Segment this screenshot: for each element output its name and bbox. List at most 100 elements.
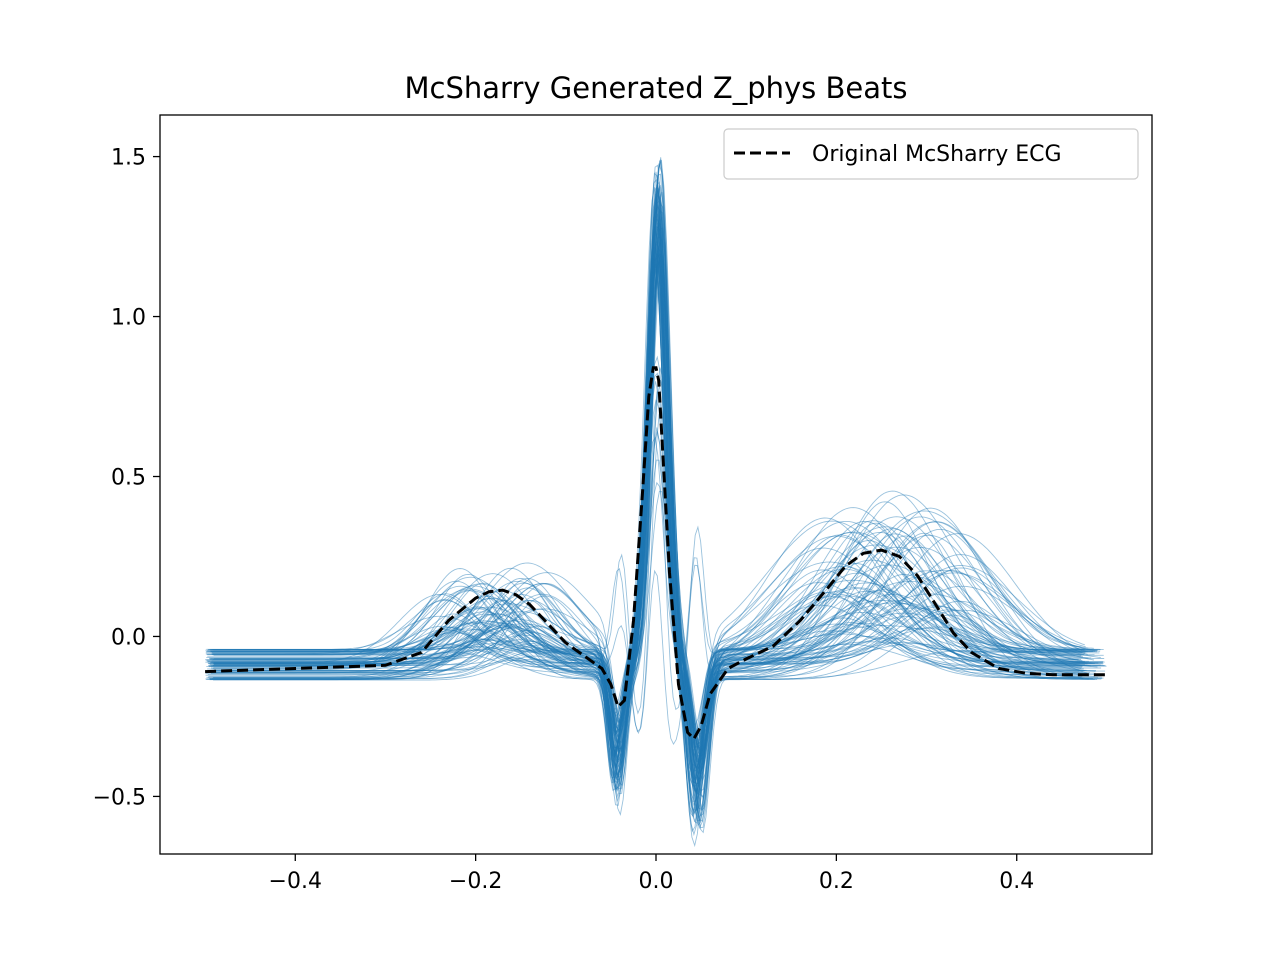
generated-beat-line — [212, 178, 1098, 822]
generated-beat-line — [213, 187, 1082, 777]
generated-beat-line — [207, 228, 1098, 800]
generated-beats — [205, 157, 1107, 848]
y-tick-label: 1.0 — [111, 306, 146, 331]
generated-beat-line — [214, 436, 1105, 757]
generated-beat-line — [210, 427, 1098, 715]
x-tick-label: −0.4 — [269, 869, 322, 894]
generated-beat-line — [207, 258, 1101, 769]
original-ecg-line — [205, 366, 1107, 742]
generated-beat-line — [205, 206, 1093, 769]
generated-beat-line — [213, 184, 1085, 783]
generated-beat-line — [208, 233, 1104, 755]
generated-beat-line — [207, 247, 1098, 792]
generated-beat-line — [212, 196, 1095, 796]
chart-title: McSharry Generated Z_phys Beats — [405, 71, 908, 105]
generated-beat-line — [212, 253, 1106, 778]
generated-beat-line — [209, 262, 1082, 770]
generated-beat-line — [214, 173, 1088, 812]
generated-beat-line — [205, 227, 1088, 749]
generated-beat-line — [206, 237, 1094, 816]
generated-beat-line — [212, 171, 1106, 837]
generated-beat-line — [211, 157, 1086, 803]
generated-beat-line — [206, 207, 1078, 781]
generated-beat-line — [211, 213, 1107, 776]
generated-beat-line — [209, 163, 1098, 792]
generated-beat-line — [209, 220, 1092, 772]
y-tick-label: 1.5 — [111, 146, 146, 171]
y-tick-label: 0.5 — [111, 466, 146, 491]
generated-beat-line — [211, 243, 1105, 770]
generated-beat-line — [213, 391, 1104, 834]
original-ecg — [205, 366, 1107, 742]
generated-beat-line — [208, 190, 1096, 788]
generated-beat-line — [210, 252, 1082, 782]
generated-beat-line — [214, 164, 1083, 763]
generated-beat-line — [210, 181, 1095, 824]
generated-beat-line — [210, 236, 1082, 751]
generated-beat-line — [207, 216, 1095, 779]
legend: Original McSharry ECG — [723, 128, 1139, 180]
legend-box — [723, 128, 1139, 180]
generated-beat-line — [211, 193, 1086, 810]
generated-beat-line — [212, 260, 1084, 772]
generated-beat-line — [212, 195, 1100, 820]
generated-beat-line — [207, 218, 1104, 794]
generated-beat-line — [206, 187, 1089, 779]
generated-beat-line — [205, 201, 1093, 754]
generated-beat-line — [210, 198, 1091, 815]
x-tick-label: −0.2 — [449, 869, 502, 894]
generated-beat-line — [208, 187, 1085, 781]
generated-beat-line — [210, 225, 1101, 788]
generated-beat-line — [205, 241, 1088, 786]
generated-beat-line — [210, 204, 1080, 833]
generated-beat-line — [207, 260, 1093, 772]
legend-label-original: Original McSharry ECG — [812, 142, 1062, 167]
generated-beat-line — [213, 193, 1085, 800]
generated-beat-line — [208, 236, 1104, 741]
generated-beat-line — [205, 260, 1101, 823]
y-axis: −0.5 0.0 0.5 1.0 1.5 — [93, 146, 160, 810]
generated-beat-line — [205, 257, 1102, 775]
x-tick-label: 0.2 — [819, 869, 854, 894]
generated-beat-line — [205, 253, 1086, 792]
generated-beat-line — [212, 208, 1095, 796]
generated-beat-line — [209, 240, 1103, 766]
generated-beat-line — [206, 381, 1102, 793]
generated-beat-line — [208, 172, 1082, 829]
generated-beat-line — [208, 268, 1091, 749]
generated-beat-line — [211, 222, 1085, 791]
generated-beat-line — [213, 431, 1088, 823]
generated-beat-line — [213, 525, 1083, 746]
plot-frame — [159, 114, 1153, 855]
generated-beat-line — [210, 218, 1103, 781]
generated-beat-line — [211, 372, 1096, 784]
generated-beat-line — [207, 257, 1084, 814]
generated-beat-line — [211, 209, 1085, 726]
generated-beat-line — [211, 244, 1086, 779]
x-axis: −0.4 −0.2 0.0 0.2 0.4 — [269, 854, 1034, 894]
generated-beat-line — [207, 459, 1082, 745]
y-tick-label: −0.5 — [93, 785, 146, 810]
generated-beat-line — [209, 399, 1084, 807]
generated-beat-line — [211, 215, 1084, 817]
generated-beat-line — [208, 226, 1083, 789]
generated-beat-line — [211, 226, 1093, 758]
generated-beat-line — [213, 180, 1104, 777]
generated-beat-line — [205, 379, 1083, 753]
generated-beat-line — [209, 267, 1098, 778]
generated-beat-line — [206, 253, 1091, 811]
generated-beat-line — [206, 191, 1083, 803]
generated-beat-line — [207, 160, 1104, 796]
generated-beat-line — [210, 367, 1096, 757]
generated-beat-line — [207, 191, 1082, 779]
generated-beat-line — [206, 256, 1097, 785]
generated-beat-line — [209, 258, 1103, 818]
generated-beat-line — [212, 259, 1095, 783]
generated-beat-line — [209, 159, 1089, 772]
generated-beat-line — [213, 490, 1079, 778]
x-tick-label: 0.0 — [639, 869, 674, 894]
generated-beat-line — [211, 204, 1102, 817]
generated-beat-line — [209, 240, 1089, 788]
generated-beat-line — [213, 222, 1083, 797]
y-tick-label: 0.0 — [111, 625, 146, 650]
